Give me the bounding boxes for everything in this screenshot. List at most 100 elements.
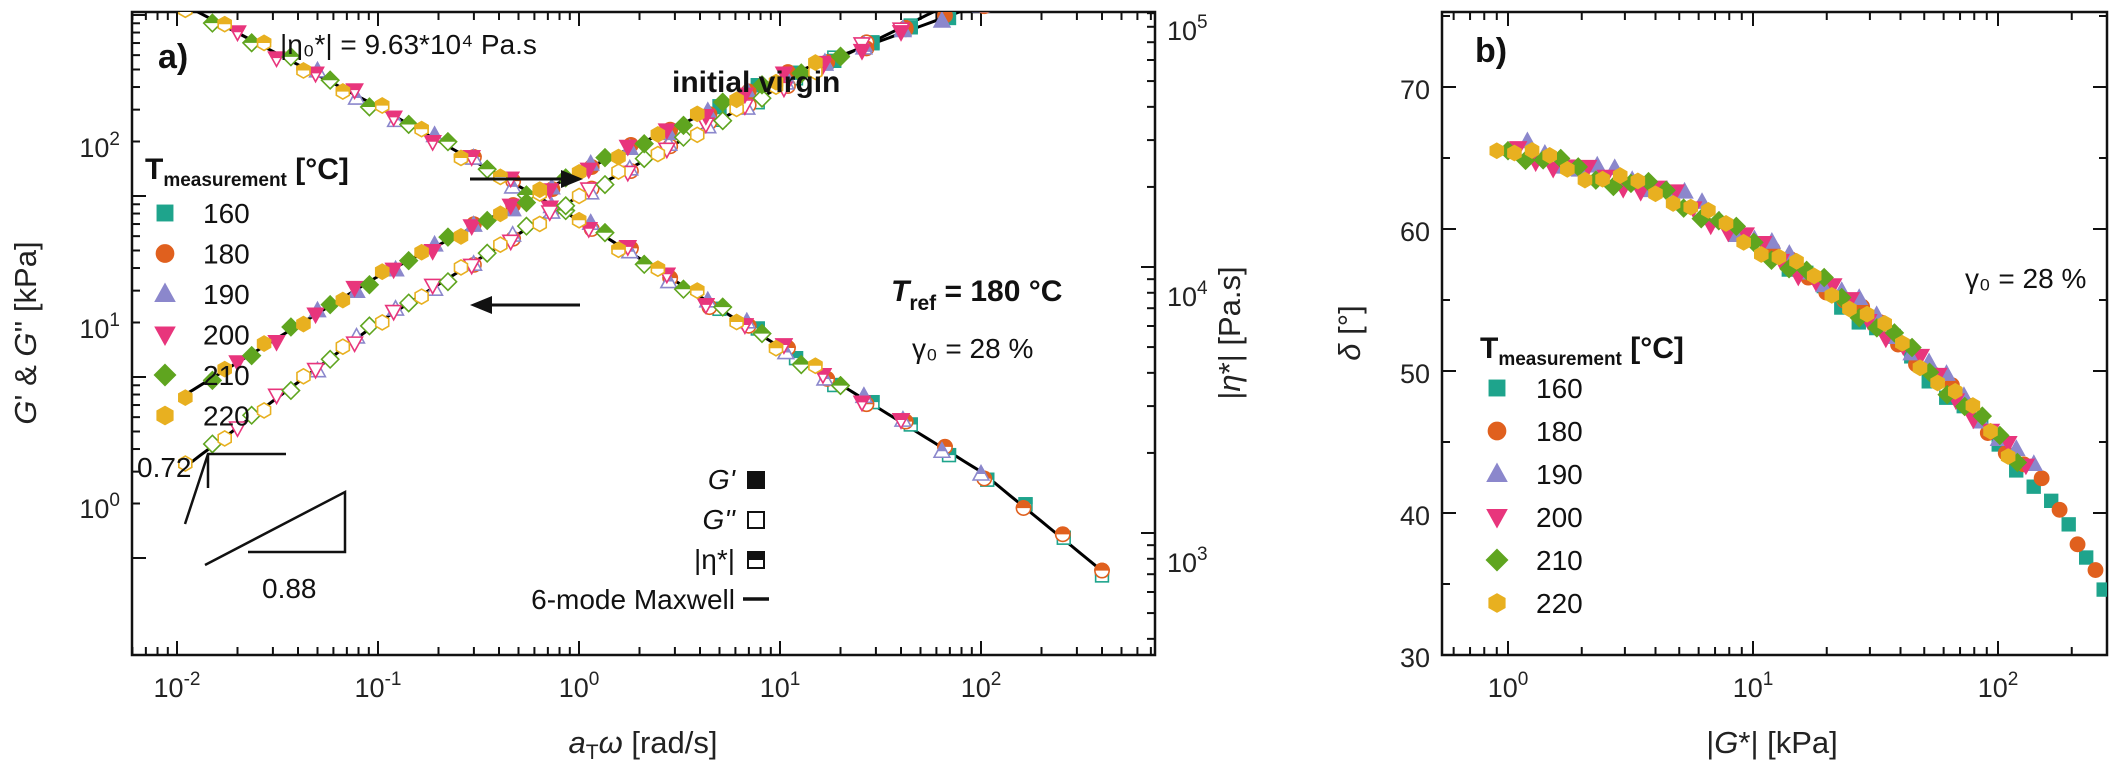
data-point-eta-220-fill xyxy=(296,62,311,71)
sym-legend-eta: |η*| xyxy=(694,544,735,575)
data-point-gpp-220 xyxy=(689,126,705,144)
legend-marker-180 xyxy=(155,244,175,263)
data-point-eta-160-fill xyxy=(865,394,880,403)
data-point-eta-220-fill xyxy=(453,149,469,159)
data-point-gpp-210 xyxy=(320,349,340,370)
data-point-gpp-220 xyxy=(493,236,508,254)
data-point-eta-220-fill xyxy=(256,34,272,43)
data-point-delta-200 xyxy=(1824,278,1843,295)
data-point-eta-210-fill xyxy=(673,279,694,290)
slope-label-gp: 0.72 xyxy=(137,452,192,483)
data-point-eta-220 xyxy=(178,12,193,19)
panel-a-ylabel: G' & G'' [kPa] xyxy=(8,241,43,424)
data-point-eta-190 xyxy=(932,441,952,459)
data-point-delta-220 xyxy=(1612,167,1628,185)
data-point-gp-160 xyxy=(981,0,994,11)
data-point-delta-180 xyxy=(2069,536,2086,553)
data-point-delta-220 xyxy=(1630,172,1646,190)
data-point-eta-210 xyxy=(791,354,812,375)
data-point-eta-200 xyxy=(228,25,247,43)
data-point-eta-210 xyxy=(634,254,654,275)
data-point-gpp-160 xyxy=(943,0,956,8)
data-point-eta-190-fill xyxy=(975,464,987,475)
open-square-icon xyxy=(747,511,765,529)
data-point-eta-180 xyxy=(1094,562,1110,579)
xtick-label: 101 xyxy=(1733,669,1774,703)
data-point-gp-220 xyxy=(414,243,429,261)
data-point-eta-200 xyxy=(423,134,442,152)
data-point-eta-210-fill xyxy=(752,323,772,334)
ytick-label: 30 xyxy=(1400,643,1430,673)
data-point-gp-200 xyxy=(618,139,638,157)
data-point-delta-220 xyxy=(1507,144,1522,162)
panel-a-strain: γ₀ = 28 % xyxy=(912,333,1033,364)
data-point-eta-180-fill xyxy=(1054,526,1071,535)
legend-title: Tmeasurement [°C] xyxy=(1480,332,1684,370)
data-point-delta-220 xyxy=(1824,286,1840,304)
legend-label-190: 190 xyxy=(1536,459,1583,490)
data-point-eta-200-fill xyxy=(423,134,442,142)
panel-b-ytick-labels: 30 40 50 60 70 xyxy=(1400,75,1430,673)
data-point-eta-220-fill xyxy=(217,15,232,25)
data-point-delta-160 xyxy=(2096,582,2107,597)
panel-b-strain: γ₀ = 28 % xyxy=(1965,263,2086,294)
data-point-delta-160 xyxy=(2079,550,2094,565)
data-point-delta-220 xyxy=(1965,397,1981,414)
slope-triangle-gp: 0.72 xyxy=(137,452,286,525)
data-point-gpp-200 xyxy=(228,421,247,438)
data-point-delta-220 xyxy=(1683,198,1699,216)
data-point-gp-220 xyxy=(453,227,469,245)
legend-marker-160 xyxy=(1488,379,1506,397)
data-point-gp-220 xyxy=(808,54,823,72)
data-point-gp-210 xyxy=(241,345,262,366)
data-point-eta-220-fill xyxy=(335,83,351,92)
panel-b-data-points xyxy=(1489,131,2107,597)
data-point-gpp-220 xyxy=(296,367,311,385)
data-point-eta-210-fill xyxy=(281,47,301,57)
data-point-gpp-200 xyxy=(540,205,559,222)
data-point-delta-220 xyxy=(1489,142,1505,160)
data-point-eta-180 xyxy=(1015,500,1032,517)
panel-a-xtick-labels: 10-2 10-1 100 101 102 xyxy=(154,669,1002,703)
data-point-eta-220 xyxy=(296,62,311,79)
data-point-gp-220 xyxy=(768,73,784,91)
data-point-gp-220 xyxy=(729,91,744,109)
data-point-eta-210-fill xyxy=(830,375,851,386)
data-point-gpp-200 xyxy=(384,304,403,322)
data-point-eta-210 xyxy=(712,297,733,317)
symbol-legend: G' G'' |η*| 6-mode Maxwell xyxy=(531,464,769,615)
data-point-delta-220 xyxy=(1877,314,1893,332)
y2tick-label: 104 xyxy=(1167,278,1208,312)
data-point-gpp-190 xyxy=(934,0,950,11)
data-point-eta-200 xyxy=(891,413,911,430)
arrow-to-modulus-axis xyxy=(470,296,580,314)
data-point-gp-200 xyxy=(345,280,364,298)
panel-a-ticks xyxy=(131,12,1155,655)
data-point-gpp-210 xyxy=(516,216,537,236)
panel-a-xlabel: aTω [rad/s] xyxy=(569,725,718,764)
data-point-delta-220 xyxy=(1665,194,1681,212)
data-point-eta-220 xyxy=(217,15,232,33)
data-point-delta-220 xyxy=(1983,422,1998,440)
panel-a: 10-2 10-1 100 101 102 100 101 102 103 10… xyxy=(8,0,1247,764)
data-point-eta-160-fill xyxy=(750,321,765,329)
ytick-label: 101 xyxy=(79,310,120,344)
arrow-to-eta-axis xyxy=(470,170,583,188)
data-point-gp-180 xyxy=(1016,0,1030,3)
data-point-delta-220 xyxy=(1718,215,1734,232)
data-point-eta-200 xyxy=(579,221,599,239)
data-point-gp-220 xyxy=(650,126,666,143)
data-point-eta-220-fill xyxy=(650,260,666,269)
data-point-eta-220-outline xyxy=(178,12,193,19)
data-point-gp-210 xyxy=(712,92,733,112)
filled-square-icon xyxy=(747,471,765,489)
data-point-gpp-220 xyxy=(374,314,390,331)
panel-b-ticks xyxy=(1442,12,2107,656)
data-point-eta-160-fill xyxy=(788,351,804,359)
data-point-delta-220 xyxy=(1947,382,1963,400)
data-point-delta-200 xyxy=(1543,161,1563,179)
xtick-label: 100 xyxy=(1488,669,1529,703)
data-point-gp-210 xyxy=(359,274,380,295)
data-point-gp-210 xyxy=(202,370,223,391)
data-point-gp-210 xyxy=(752,75,772,95)
